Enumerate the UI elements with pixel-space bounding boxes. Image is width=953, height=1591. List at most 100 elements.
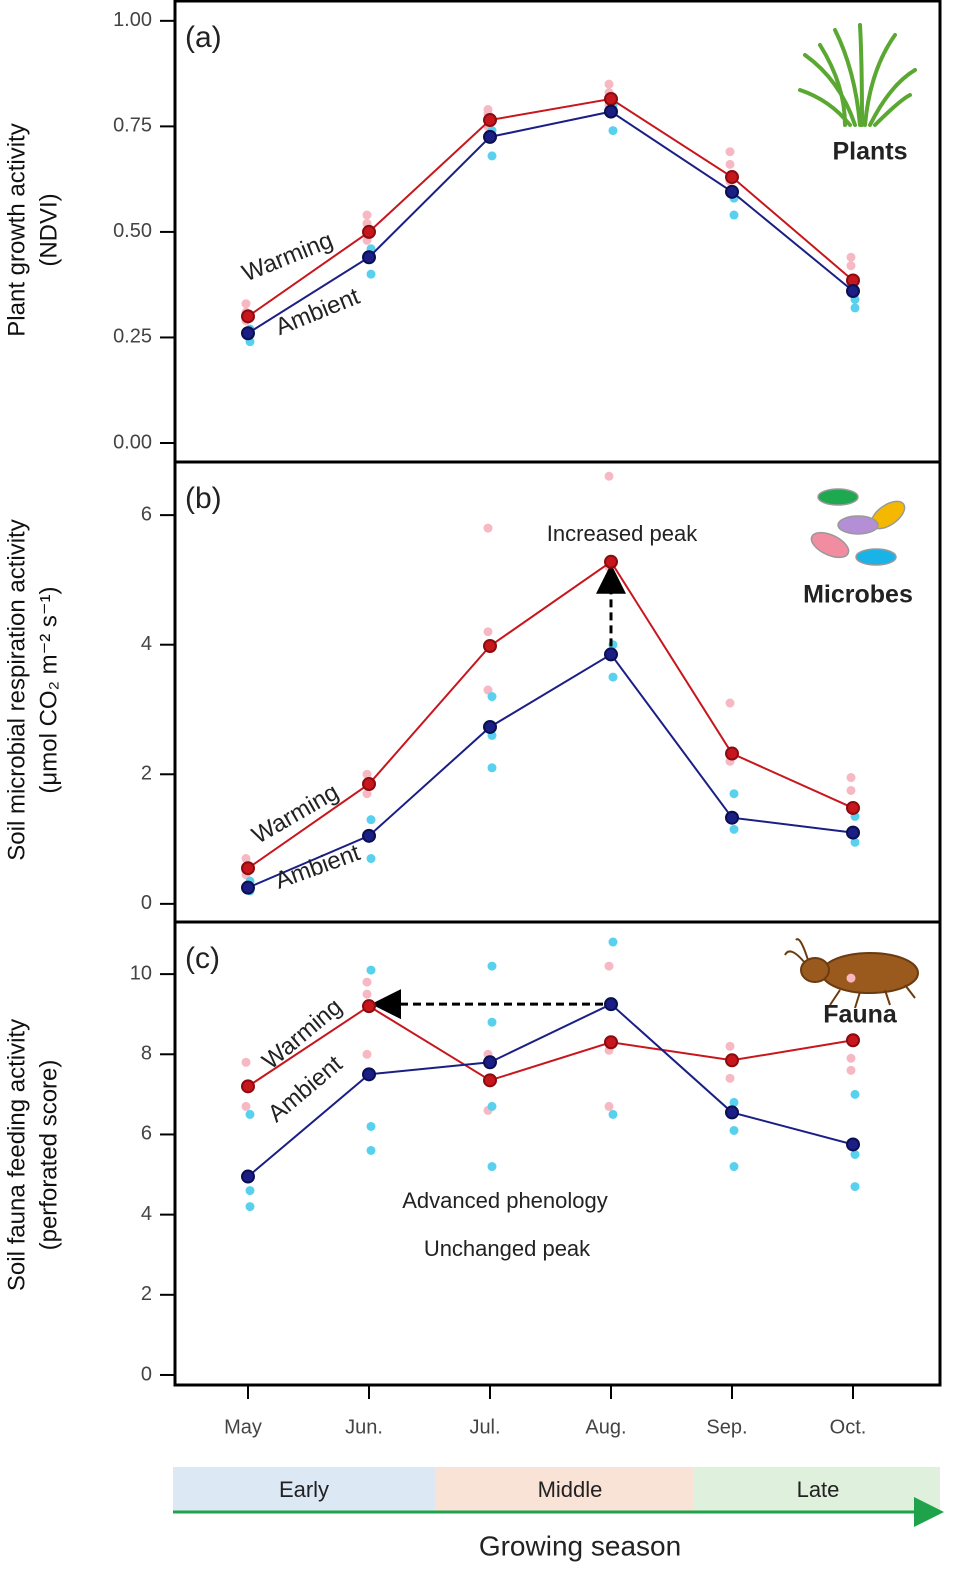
y-tick-label: 4 [141, 1203, 152, 1225]
replicate-point [850, 1150, 860, 1160]
replicate-point [362, 769, 372, 779]
series-marker [725, 1105, 739, 1120]
annotation: Advanced phenology [402, 1188, 608, 1213]
series-marker [483, 639, 497, 653]
replicate-point [362, 210, 372, 220]
replicate-point [725, 1073, 735, 1083]
annotation: Unchanged peak [424, 1236, 591, 1261]
replicate-point [362, 989, 372, 999]
x-tick-label: Aug. [585, 1416, 626, 1438]
series-marker [362, 250, 376, 265]
series-marker [362, 828, 376, 843]
series-label: Ambient [272, 839, 364, 895]
replicate-point [241, 1101, 251, 1111]
panel-label: (a) [185, 21, 222, 54]
replicate-point [241, 1057, 251, 1067]
replicate-point [604, 961, 614, 971]
phase-band [435, 1467, 693, 1511]
phase-label: Late [797, 1477, 840, 1502]
series-marker [725, 1053, 739, 1068]
y-axis-label: Soil microbial respiration activity [3, 519, 30, 860]
replicate-point [608, 126, 618, 136]
x-tick-label: May [224, 1416, 262, 1438]
replicate-point [725, 147, 735, 157]
series-marker [362, 1067, 376, 1082]
series-marker [362, 224, 376, 239]
series-marker [846, 1137, 860, 1152]
replicate-point [362, 977, 372, 987]
replicate-point [850, 1089, 860, 1099]
replicate-point [846, 785, 856, 795]
replicate-point [846, 773, 856, 783]
y-tick-label: 0.75 [113, 115, 152, 137]
replicate-point [729, 210, 739, 220]
y-tick-label: 6 [141, 503, 152, 525]
replicate-point [241, 854, 251, 864]
replicate-point [241, 299, 251, 309]
y-tick-label: 6 [141, 1123, 152, 1145]
replicate-point [366, 815, 376, 825]
series-marker [241, 880, 255, 895]
series-marker [604, 1035, 618, 1050]
replicate-point [245, 1202, 255, 1212]
y-axis-label: Plant growth activity [3, 123, 30, 336]
series-marker [241, 861, 255, 876]
replicate-point [366, 269, 376, 279]
replicate-point [846, 1053, 856, 1063]
y-tick-label: 8 [141, 1043, 152, 1065]
phase-band [693, 1467, 940, 1511]
series-marker [725, 810, 739, 825]
y-tick-label: 0 [141, 1363, 152, 1385]
y-tick-label: 0 [141, 892, 152, 914]
y-axis-label: (NDVI) [35, 193, 62, 266]
replicate-point [366, 1145, 376, 1155]
replicate-point [850, 303, 860, 313]
series-marker [483, 1073, 497, 1088]
replicate-point [725, 1041, 735, 1051]
series-label: Warming [247, 779, 343, 850]
replicate-point [729, 824, 739, 834]
replicate-point [604, 471, 614, 481]
replicate-point [608, 672, 618, 682]
series-marker [604, 104, 618, 119]
phase-band [173, 1467, 435, 1511]
replicate-point [604, 79, 614, 89]
y-tick-label: 0.00 [113, 431, 152, 453]
replicate-point [366, 854, 376, 864]
panel-label: (c) [185, 942, 220, 975]
series-line [247, 110, 854, 335]
series-marker [241, 309, 255, 324]
replicate-point [362, 1049, 372, 1059]
replicate-point [729, 1162, 739, 1172]
y-axis-label: (μmol CO₂ m⁻² s⁻¹) [35, 586, 62, 793]
series-line [247, 97, 854, 318]
series-marker [483, 113, 497, 128]
replicate-point [846, 1065, 856, 1075]
series-marker [483, 719, 497, 734]
replicate-point [850, 837, 860, 847]
icon-label: Microbes [803, 581, 913, 609]
series-line [247, 653, 854, 889]
series-marker [241, 1079, 255, 1094]
plants-icon [798, 23, 917, 127]
series-marker [725, 746, 739, 761]
series-marker [483, 1055, 497, 1070]
replicate-point [366, 965, 376, 975]
replicate-point [487, 763, 497, 773]
replicate-point [487, 151, 497, 161]
replicate-point [846, 261, 856, 271]
series-label: Ambient [272, 283, 364, 341]
replicate-point [245, 1186, 255, 1196]
series-marker [604, 997, 618, 1012]
series-marker [483, 129, 497, 144]
panel-label: (b) [185, 482, 222, 515]
replicate-point [487, 692, 497, 702]
phase-label: Early [279, 1477, 329, 1502]
replicate-point [362, 789, 372, 799]
series-marker [846, 284, 860, 299]
series-marker [362, 777, 376, 791]
replicate-point [487, 1017, 497, 1027]
microbes-icon [810, 488, 906, 566]
x-tick-label: Sep. [706, 1416, 747, 1438]
